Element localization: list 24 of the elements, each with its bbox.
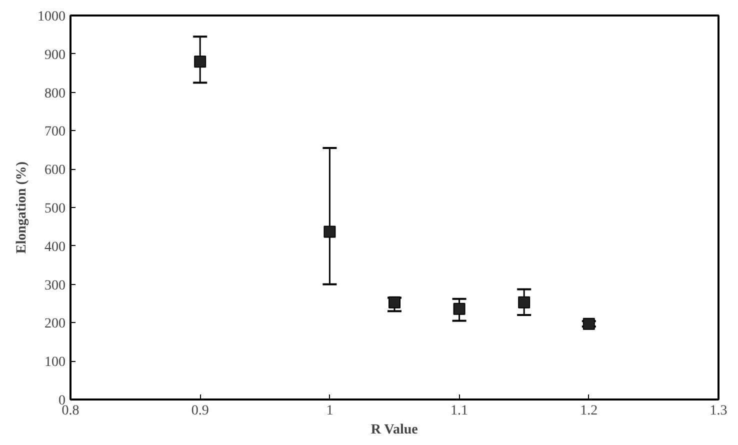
y-tick-label: 700 <box>44 124 66 140</box>
x-tick-label: 0.9 <box>191 404 209 418</box>
x-tick-label: 1 <box>326 404 334 418</box>
x-axis-title: R Value <box>370 422 418 438</box>
y-tick-label: 1000 <box>38 10 66 24</box>
point <box>453 302 466 315</box>
y-tick-label: 200 <box>44 316 66 332</box>
x-tick-label: 1.1 <box>450 404 468 418</box>
x-tick-label: 1.2 <box>580 404 598 418</box>
y-tick-label: 800 <box>44 86 66 102</box>
y-tick-label: 100 <box>44 355 66 370</box>
point <box>194 56 206 68</box>
y-tick-label: 600 <box>44 163 66 178</box>
point <box>324 226 336 238</box>
y-axis-title: Elongation (%) <box>14 161 30 254</box>
point <box>388 296 400 308</box>
point <box>518 296 530 308</box>
x-tick-label: 1.3 <box>710 404 728 418</box>
y-tick-label: 500 <box>44 202 66 216</box>
point <box>582 318 595 330</box>
x-tick-label: 0.8 <box>62 404 80 418</box>
y-tick-label: 900 <box>44 48 66 63</box>
y-tick-label: 400 <box>44 240 66 255</box>
y-tick-label: 300 <box>44 278 66 294</box>
